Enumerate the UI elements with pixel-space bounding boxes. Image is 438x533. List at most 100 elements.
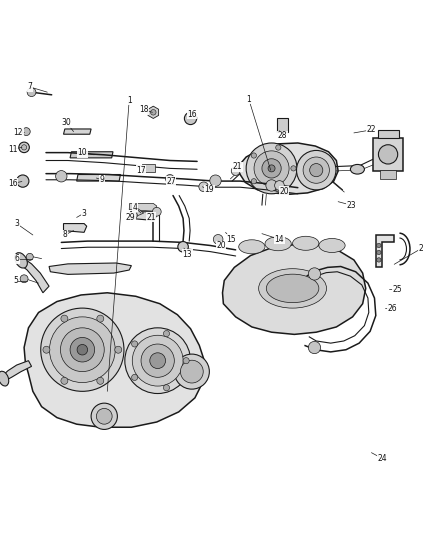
Circle shape	[91, 403, 117, 430]
Text: 16: 16	[8, 179, 18, 188]
Circle shape	[22, 128, 30, 135]
Circle shape	[310, 164, 323, 177]
Text: 2: 2	[418, 245, 423, 254]
Circle shape	[246, 143, 297, 194]
Circle shape	[251, 179, 257, 184]
Ellipse shape	[350, 165, 364, 174]
Circle shape	[41, 308, 124, 391]
Text: 27: 27	[166, 176, 176, 185]
Ellipse shape	[265, 237, 291, 251]
Circle shape	[180, 360, 203, 383]
Text: 1: 1	[127, 95, 131, 104]
Circle shape	[378, 145, 398, 164]
Circle shape	[163, 385, 170, 391]
Polygon shape	[2, 361, 32, 381]
Bar	[380, 170, 396, 179]
Polygon shape	[376, 235, 394, 266]
Circle shape	[166, 174, 174, 183]
Circle shape	[231, 167, 240, 175]
Circle shape	[49, 317, 115, 383]
Ellipse shape	[319, 238, 345, 253]
Circle shape	[303, 157, 329, 183]
Circle shape	[377, 251, 381, 255]
Circle shape	[43, 346, 50, 353]
Circle shape	[61, 377, 68, 384]
Circle shape	[97, 315, 104, 322]
Circle shape	[96, 408, 112, 424]
Circle shape	[291, 166, 296, 171]
Text: 30: 30	[62, 118, 71, 127]
Bar	[142, 164, 155, 172]
Polygon shape	[223, 245, 366, 334]
Circle shape	[213, 235, 223, 244]
Circle shape	[152, 207, 161, 216]
Ellipse shape	[258, 269, 326, 308]
Ellipse shape	[266, 274, 319, 303]
Bar	[373, 138, 403, 171]
Circle shape	[56, 171, 67, 182]
Polygon shape	[239, 143, 338, 194]
Text: 20: 20	[279, 187, 289, 196]
Text: 3: 3	[81, 208, 87, 217]
Circle shape	[97, 377, 104, 384]
Circle shape	[132, 335, 183, 386]
Ellipse shape	[0, 372, 9, 386]
Circle shape	[251, 153, 257, 158]
Text: 21: 21	[233, 162, 242, 171]
Polygon shape	[18, 258, 49, 293]
Text: 18: 18	[139, 105, 148, 114]
Circle shape	[132, 213, 138, 218]
Circle shape	[70, 337, 95, 362]
Bar	[277, 118, 288, 132]
Circle shape	[377, 243, 381, 248]
Polygon shape	[148, 106, 159, 118]
Text: 3: 3	[14, 219, 19, 228]
Circle shape	[178, 241, 188, 252]
Text: 9: 9	[99, 175, 104, 184]
Polygon shape	[77, 174, 120, 181]
Text: 29: 29	[126, 213, 135, 222]
Text: 15: 15	[226, 235, 236, 244]
Circle shape	[276, 145, 281, 150]
Circle shape	[308, 342, 321, 354]
Text: 22: 22	[367, 125, 376, 134]
Circle shape	[275, 181, 284, 190]
Circle shape	[17, 175, 29, 187]
Circle shape	[150, 353, 166, 368]
Text: 6: 6	[14, 254, 19, 263]
Circle shape	[276, 187, 281, 192]
Circle shape	[27, 88, 36, 96]
Text: 26: 26	[387, 304, 397, 313]
Text: 17: 17	[136, 166, 146, 175]
Circle shape	[262, 159, 281, 178]
Polygon shape	[49, 263, 131, 274]
Text: 1: 1	[247, 95, 251, 104]
Text: 5: 5	[13, 276, 18, 285]
Polygon shape	[64, 223, 87, 232]
Circle shape	[19, 142, 29, 152]
Text: 12: 12	[14, 128, 23, 137]
Text: 28: 28	[278, 132, 287, 141]
Text: 8: 8	[63, 230, 67, 239]
Circle shape	[21, 145, 27, 150]
Circle shape	[174, 354, 209, 389]
Text: 7: 7	[27, 83, 32, 92]
Bar	[378, 130, 399, 138]
Text: 16: 16	[187, 110, 197, 118]
Ellipse shape	[293, 236, 319, 251]
Text: 24: 24	[377, 454, 387, 463]
Text: 20: 20	[216, 241, 226, 250]
Text: 21: 21	[146, 213, 156, 222]
Circle shape	[26, 253, 33, 260]
Circle shape	[266, 180, 277, 191]
Circle shape	[377, 258, 381, 262]
Ellipse shape	[15, 253, 27, 268]
Circle shape	[163, 330, 170, 337]
Circle shape	[125, 328, 191, 393]
Ellipse shape	[239, 240, 265, 254]
Circle shape	[254, 151, 289, 186]
Circle shape	[77, 344, 88, 355]
Circle shape	[61, 315, 68, 322]
Text: 11: 11	[8, 144, 18, 154]
Circle shape	[268, 165, 275, 172]
